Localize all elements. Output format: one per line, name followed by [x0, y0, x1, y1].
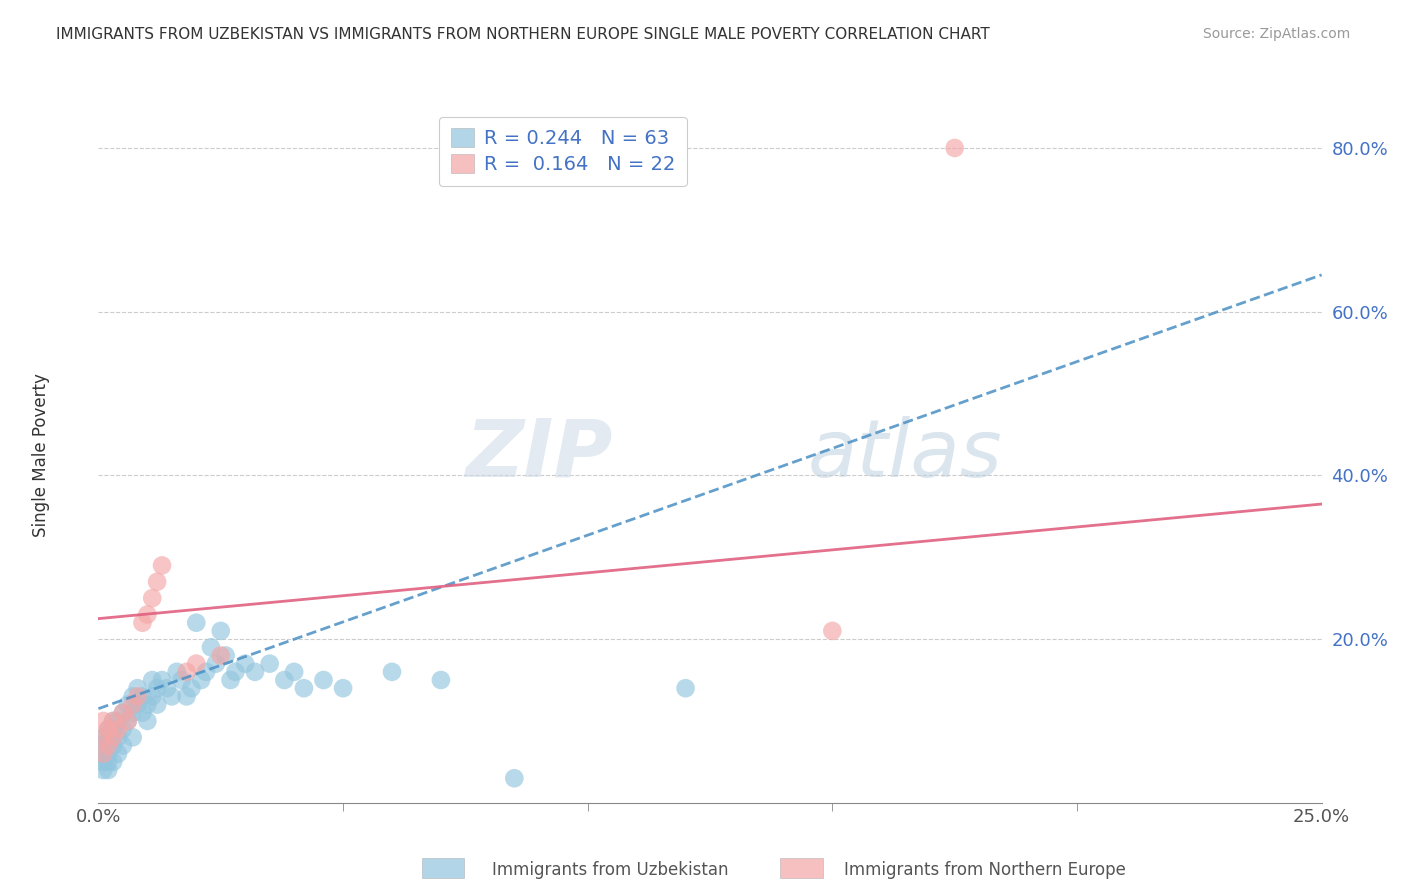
Point: [117, 714, 139, 728]
Point: [160, 690, 183, 704]
Point: [91, 739, 114, 753]
Point: [332, 681, 354, 696]
Point: [121, 731, 143, 745]
Point: [97, 739, 120, 753]
Point: [141, 591, 163, 606]
Text: Source: ZipAtlas.com: Source: ZipAtlas.com: [1202, 27, 1350, 41]
Point: [205, 657, 228, 671]
Point: [101, 714, 124, 728]
Point: [283, 665, 305, 679]
Point: [101, 755, 124, 769]
Point: [190, 673, 212, 687]
Point: [273, 673, 295, 687]
Point: [186, 615, 208, 630]
Text: Immigrants from Uzbekistan: Immigrants from Uzbekistan: [492, 861, 728, 879]
Point: [117, 714, 139, 728]
Point: [136, 698, 159, 712]
Point: [186, 657, 208, 671]
Point: [91, 714, 114, 728]
Point: [503, 771, 526, 785]
Point: [131, 706, 153, 720]
Point: [97, 755, 120, 769]
Point: [166, 665, 188, 679]
Point: [97, 731, 120, 745]
Point: [121, 706, 143, 720]
Point: [381, 665, 404, 679]
Point: [101, 722, 124, 736]
Point: [111, 706, 134, 720]
Point: [107, 731, 129, 745]
Point: [170, 673, 193, 687]
Point: [146, 574, 169, 589]
Point: [292, 681, 315, 696]
Point: [219, 673, 242, 687]
Point: [141, 673, 163, 687]
Point: [430, 673, 453, 687]
Point: [101, 739, 124, 753]
Point: [127, 690, 149, 704]
Point: [180, 681, 202, 696]
Point: [97, 722, 120, 736]
Text: Immigrants from Northern Europe: Immigrants from Northern Europe: [844, 861, 1125, 879]
Point: [97, 763, 120, 777]
Point: [121, 690, 143, 704]
Y-axis label: Single Male Poverty: Single Male Poverty: [32, 373, 49, 537]
Point: [136, 607, 159, 622]
Text: IMMIGRANTS FROM UZBEKISTAN VS IMMIGRANTS FROM NORTHERN EUROPE SINGLE MALE POVERT: IMMIGRANTS FROM UZBEKISTAN VS IMMIGRANTS…: [56, 27, 990, 42]
Point: [131, 615, 153, 630]
Point: [943, 141, 966, 155]
Point: [101, 731, 124, 745]
Point: [243, 665, 266, 679]
Point: [195, 665, 218, 679]
Point: [224, 665, 246, 679]
Point: [127, 681, 149, 696]
Point: [176, 665, 198, 679]
Text: atlas: atlas: [808, 416, 1002, 494]
Point: [312, 673, 335, 687]
Point: [150, 673, 173, 687]
Point: [91, 763, 114, 777]
Point: [233, 657, 256, 671]
Bar: [780, 858, 823, 878]
Point: [131, 690, 153, 704]
Point: [111, 706, 134, 720]
Point: [97, 722, 120, 736]
Point: [209, 624, 232, 638]
Point: [150, 558, 173, 573]
Point: [121, 698, 143, 712]
Point: [107, 747, 129, 761]
Point: [111, 722, 134, 736]
Bar: [422, 858, 464, 878]
Point: [141, 690, 163, 704]
Point: [136, 714, 159, 728]
Point: [101, 714, 124, 728]
Point: [91, 747, 114, 761]
Legend: R = 0.244   N = 63, R =  0.164   N = 22: R = 0.244 N = 63, R = 0.164 N = 22: [439, 117, 688, 186]
Point: [91, 731, 114, 745]
Point: [821, 624, 844, 638]
Point: [259, 657, 281, 671]
Point: [111, 739, 134, 753]
Point: [200, 640, 222, 655]
Point: [91, 731, 114, 745]
Point: [214, 648, 236, 663]
Point: [146, 681, 169, 696]
Point: [675, 681, 697, 696]
Point: [107, 714, 129, 728]
Text: ZIP: ZIP: [465, 416, 612, 494]
Point: [91, 755, 114, 769]
Point: [107, 722, 129, 736]
Point: [117, 698, 139, 712]
Point: [91, 747, 114, 761]
Point: [127, 698, 149, 712]
Point: [146, 698, 169, 712]
Point: [209, 648, 232, 663]
Point: [156, 681, 179, 696]
Point: [97, 747, 120, 761]
Point: [176, 690, 198, 704]
